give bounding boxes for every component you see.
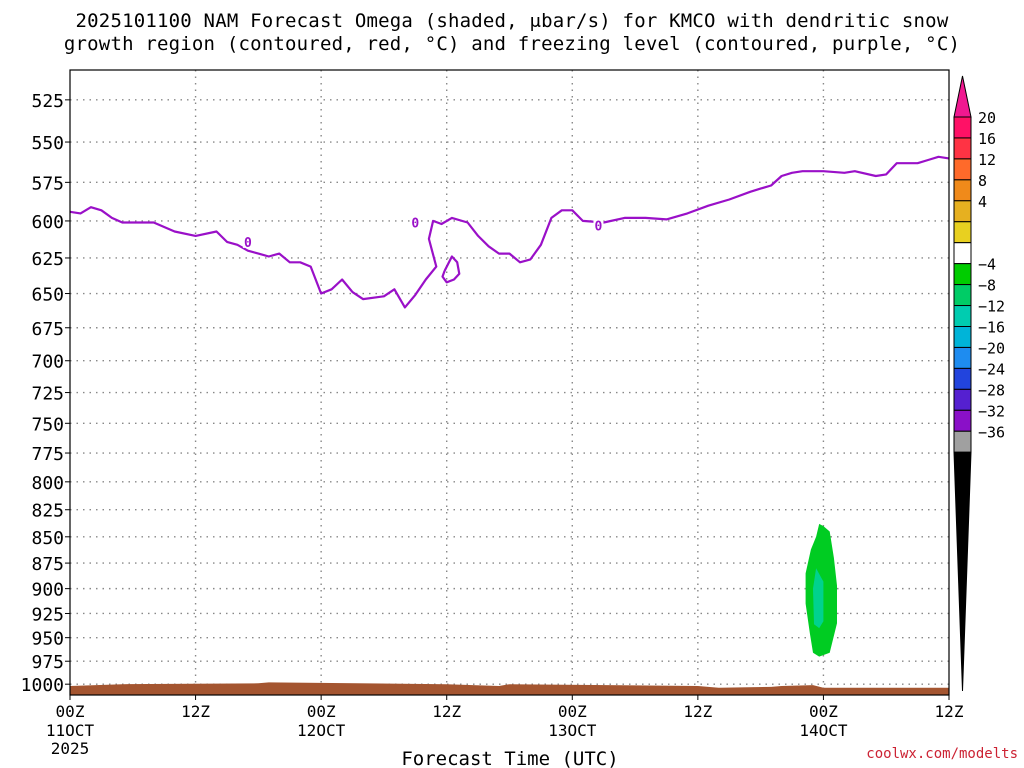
colorbar-label: −12 (978, 298, 1005, 316)
y-tick-label: 625 (31, 249, 64, 270)
x-tick-date: 12OCT (297, 721, 346, 740)
terrain-surface (70, 682, 949, 695)
chart-title-line1: 2025101100 NAM Forecast Omega (shaded, μ… (75, 10, 949, 32)
colorbar-label: −8 (978, 277, 996, 295)
y-tick-label: 875 (31, 554, 64, 575)
colorbar-label: 16 (978, 130, 996, 148)
y-tick-label: 825 (31, 501, 64, 522)
x-tick-label: 12Z (683, 702, 712, 721)
contour-label-bg (410, 215, 421, 229)
x-axis-label: Forecast Time (UTC) (401, 748, 618, 768)
y-tick-label: 800 (31, 473, 64, 494)
colorbar-label: 20 (978, 109, 996, 127)
contour-label: 0 (411, 216, 419, 231)
colorbar-segment (953, 284, 972, 307)
contour-label-bg (593, 218, 604, 232)
colorbar-segment (953, 242, 972, 265)
plot-area (70, 70, 949, 695)
chart-title-line2: growth region (contoured, red, °C) and f… (63, 33, 961, 55)
freezing-level-loop (441, 255, 461, 284)
y-tick-label: 675 (31, 319, 64, 340)
colorbar-bottom-arrow (953, 451, 972, 692)
colorbar-segment (953, 158, 972, 181)
y-tick-label: 550 (31, 133, 64, 154)
contour-label: 0 (244, 236, 252, 251)
y-tick-label: 900 (31, 580, 64, 601)
y-tick-label: 775 (31, 444, 64, 465)
y-tick-label: 750 (31, 414, 64, 435)
x-tick-label: 12Z (181, 702, 210, 721)
y-tick-label: 1000 (21, 675, 64, 696)
colorbar-segment (953, 326, 972, 348)
colorbar-label: −20 (978, 339, 1005, 357)
y-tick-label: 725 (31, 384, 64, 405)
credit-link[interactable]: coolwx.com/modelts (866, 746, 1018, 762)
x-tick-label: 00Z (809, 702, 838, 721)
colorbar-label: 4 (978, 193, 987, 211)
x-tick-date: 14OCT (799, 721, 848, 740)
y-tick-label: 525 (31, 91, 64, 112)
omega-shade-minus8 (813, 568, 824, 629)
contour-label-bg (242, 234, 253, 248)
colorbar-segment (953, 200, 972, 223)
colorbar-segment (953, 263, 972, 286)
colorbar-label: −28 (978, 381, 1005, 399)
y-tick-label: 850 (31, 528, 64, 549)
colorbar-segment (953, 179, 972, 202)
x-tick-label: 12Z (432, 702, 461, 721)
x-tick-year: 2025 (51, 739, 90, 758)
x-tick-label: 00Z (307, 702, 336, 721)
colorbar-top-arrow (953, 75, 972, 118)
colorbar-segment (953, 116, 972, 139)
x-tick-label: 12Z (935, 702, 964, 721)
colorbar-segment (953, 430, 972, 453)
colorbar-segment (953, 367, 972, 390)
y-tick-label: 700 (31, 352, 64, 373)
colorbar-label: −24 (978, 360, 1005, 378)
colorbar-segment (953, 305, 972, 327)
colorbar-segment (953, 346, 972, 369)
y-tick-label: 950 (31, 629, 64, 650)
contour-label: 0 (595, 219, 603, 234)
colorbar-label: −32 (978, 402, 1005, 420)
colorbar-segment (953, 221, 972, 244)
colorbar-label: −4 (978, 256, 996, 274)
colorbar-segment (953, 409, 972, 432)
x-tick-label: 00Z (558, 702, 587, 721)
y-tick-label: 975 (31, 652, 64, 673)
colorbar-label: −16 (978, 319, 1005, 337)
colorbar-segment (953, 388, 972, 411)
colorbar-label: 8 (978, 172, 987, 190)
freezing-level-line (69, 155, 950, 309)
colorbar-label: 12 (978, 151, 996, 169)
y-tick-label: 650 (31, 285, 64, 306)
y-tick-label: 600 (31, 212, 64, 233)
y-tick-label: 575 (31, 173, 64, 194)
x-tick-date: 13OCT (548, 721, 597, 740)
plot-frame (69, 69, 950, 696)
x-tick-label: 00Z (56, 702, 85, 721)
x-tick-date: 11OCT (46, 721, 95, 740)
y-tick-label: 925 (31, 604, 64, 625)
colorbar-segment (953, 137, 972, 160)
colorbar-label: −36 (978, 423, 1005, 441)
